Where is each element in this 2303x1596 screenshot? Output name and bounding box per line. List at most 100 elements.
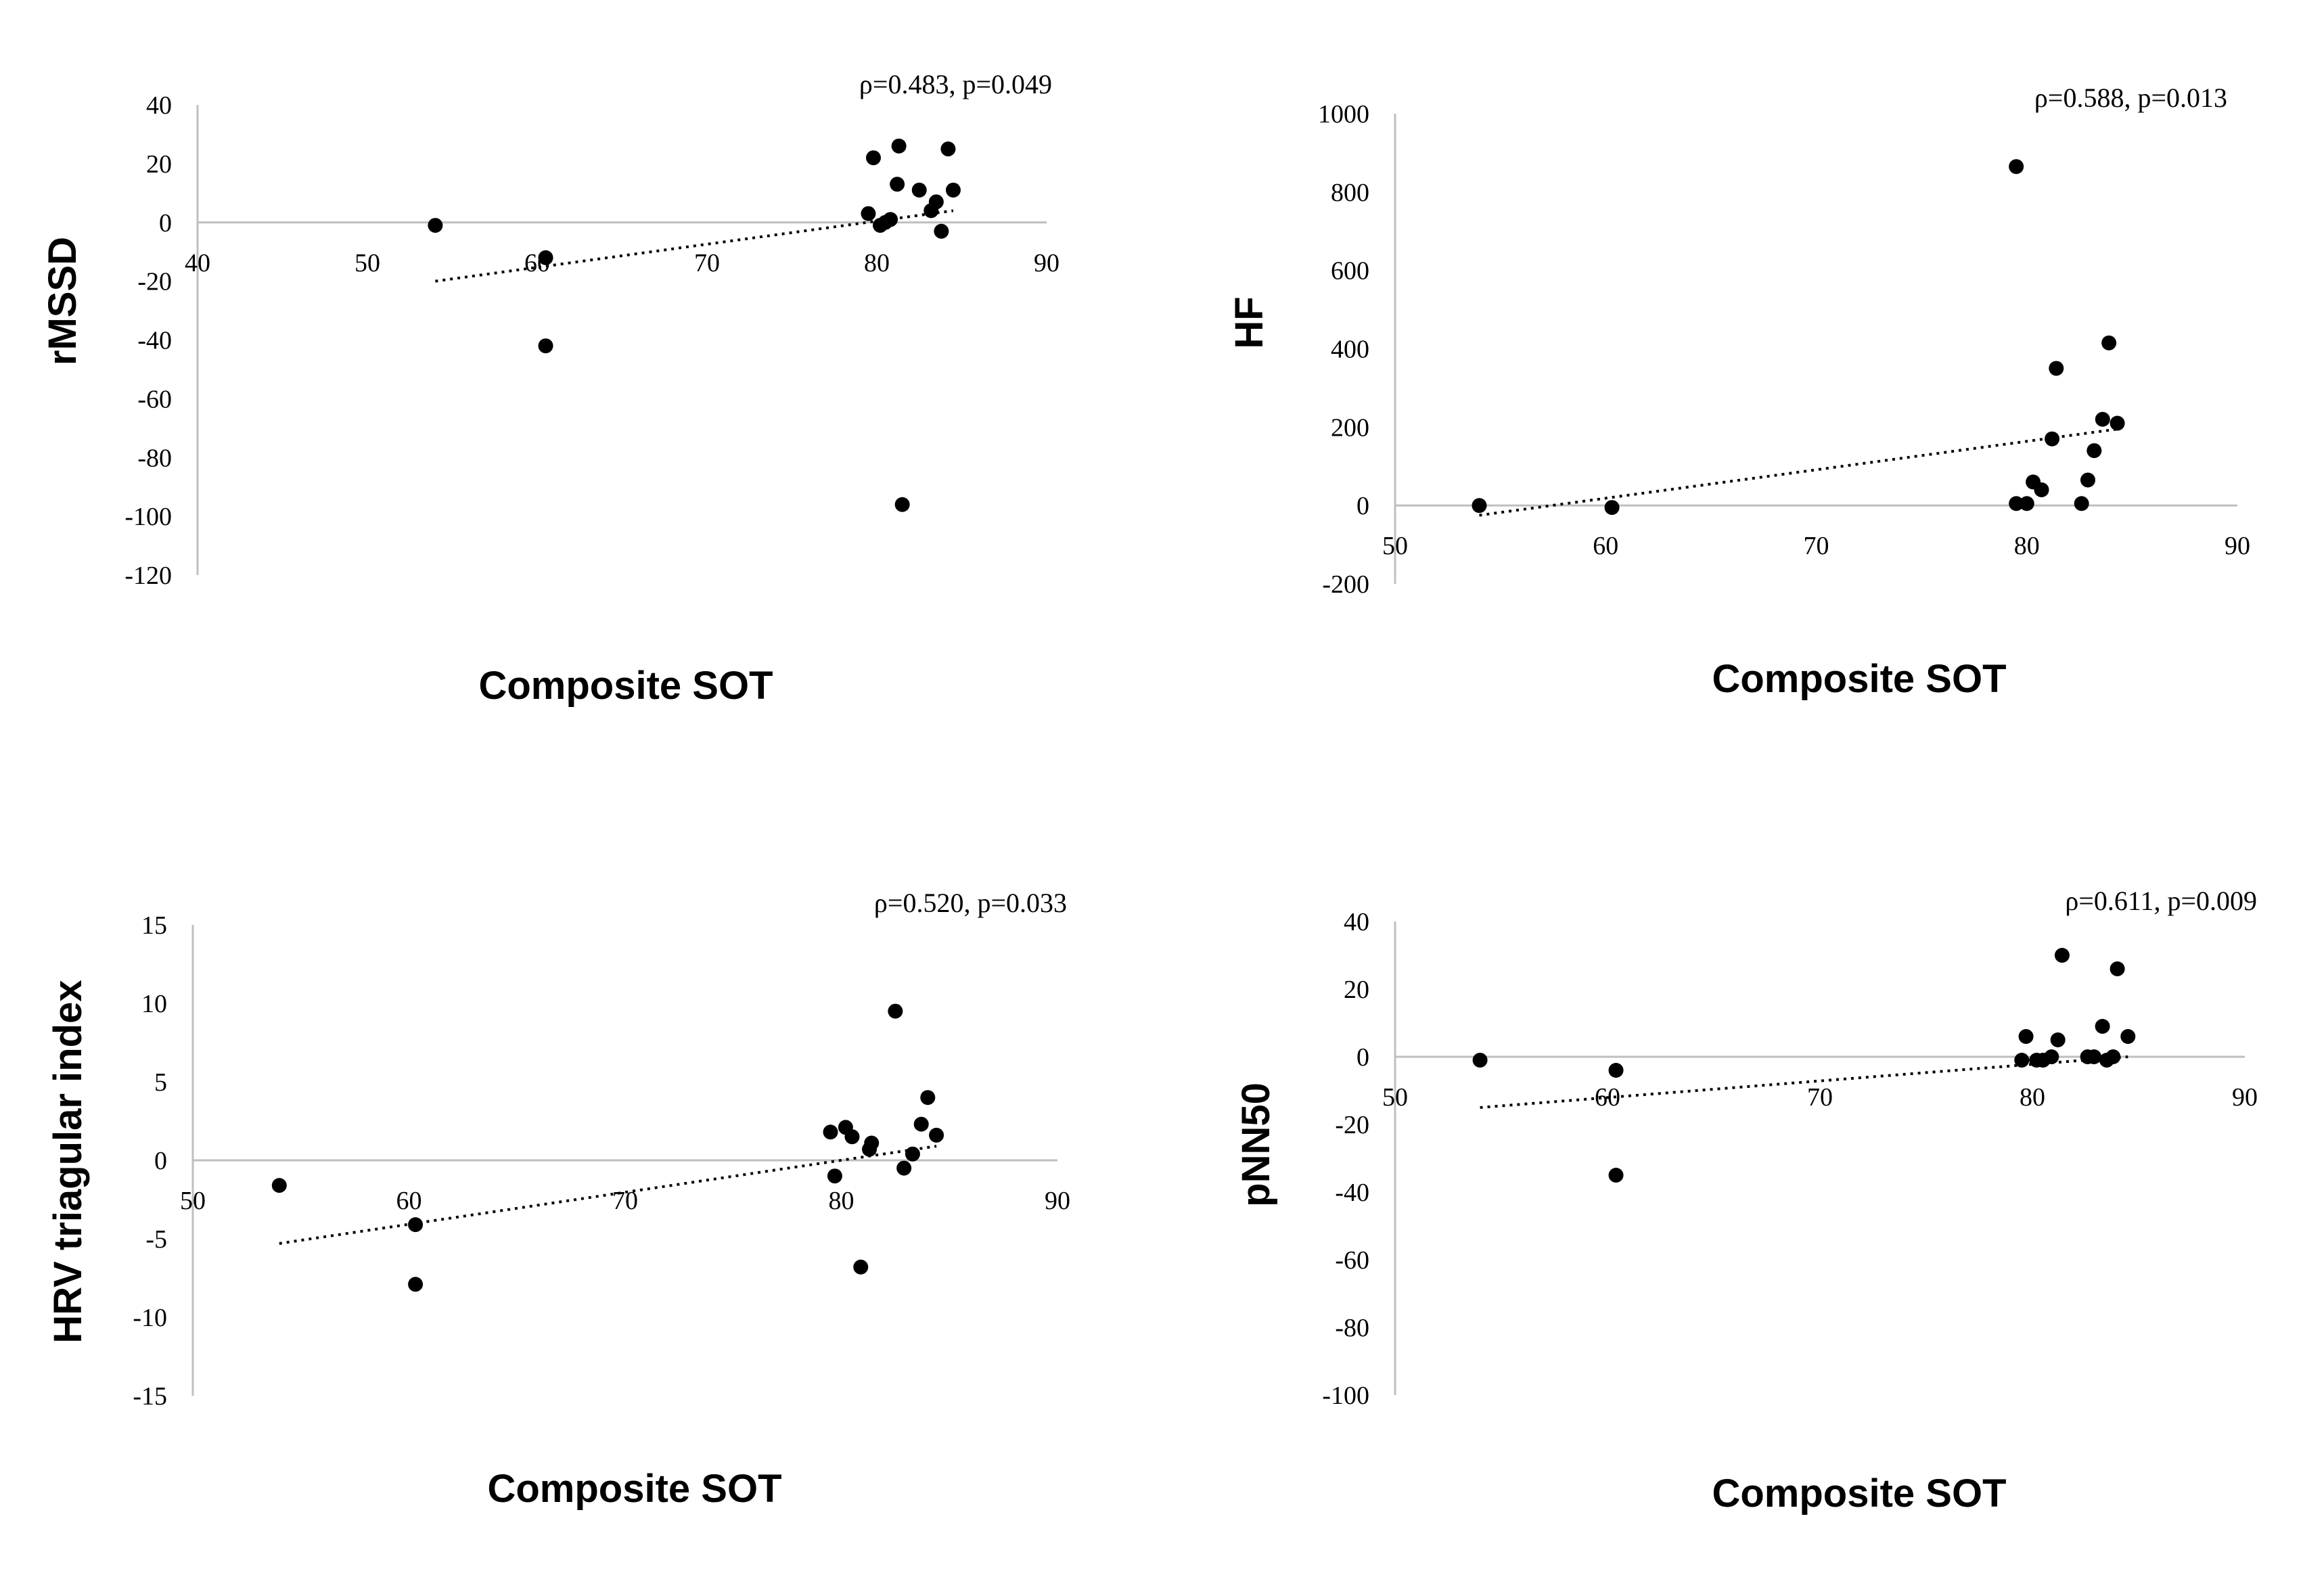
panel-rmssd-data-point (538, 250, 553, 265)
panel-pnn50-xtick-label: 70 (1807, 1083, 1833, 1112)
panel-rmssd-data-point (865, 150, 881, 166)
panel-hrv-data-point (920, 1090, 936, 1105)
panel-rmssd-xlabel: Composite SOT (478, 664, 773, 708)
panel-hf-data-point (2074, 496, 2089, 511)
panel-pnn50-ytick-label: 20 (1344, 976, 1369, 1004)
panel-pnn50-annotation: ρ=0.611, p=0.009 (2065, 886, 2257, 916)
panel-pnn50-data-point (2105, 1049, 2121, 1064)
panel-hf-ytick-label: 400 (1331, 336, 1369, 364)
panel-hrv-data-point (408, 1217, 424, 1233)
panel-pnn50-ylabel: pNN50 (1234, 1082, 1278, 1207)
panel-hf-xtick-label: 90 (2225, 532, 2250, 560)
panel-rmssd-data-point (940, 141, 956, 157)
panel-hrv-ylabel: HRV triagular index (46, 980, 90, 1343)
panel-pnn50-ytick-label: -80 (1335, 1314, 1369, 1342)
panel-hf-ytick-label: 0 (1356, 492, 1369, 520)
panel-hf-data-point (2101, 335, 2117, 350)
panel-rmssd-trendline (435, 209, 954, 283)
panel-hf-ytick-label: 800 (1331, 179, 1369, 207)
panel-hrv-xtick-label: 90 (1045, 1187, 1070, 1215)
panel-hrv-ytick-label: 0 (154, 1147, 167, 1175)
panel-pnn50-ytick-label: 40 (1344, 908, 1369, 936)
panel-hf-data-point (2080, 472, 2096, 488)
panel-rmssd-ytick-label: -40 (137, 327, 172, 355)
panel-rmssd-data-point (428, 218, 443, 233)
panel-hf-ytick-label: -200 (1322, 570, 1369, 599)
panel-rmssd-data-point (928, 194, 944, 210)
panel-hrv-ytick-label: 5 (154, 1068, 167, 1097)
panel-pnn50-xtick-label: 50 (1382, 1083, 1408, 1112)
panel-rmssd-xtick-label: 80 (864, 249, 890, 277)
panel-hf-ytick-label: 600 (1331, 257, 1369, 286)
panel-hrv-ytick-label: -15 (133, 1382, 167, 1411)
panel-pnn50-data-point (2044, 1049, 2059, 1064)
panel-pnn50-xtick-label: 90 (2232, 1083, 2258, 1112)
panel-hf-xtick-label: 80 (2014, 532, 2040, 560)
panel-hrv-data-point (853, 1259, 869, 1275)
panel-pnn50-ytick-label: -40 (1335, 1179, 1369, 1207)
panel-rmssd-xtick-label: 40 (185, 249, 210, 277)
panel-hrv-ytick-label: 15 (141, 911, 167, 940)
panel-rmssd-data-point (538, 338, 553, 354)
panel-rmssd-data-point (934, 223, 949, 239)
panel-hf-data-point (2009, 159, 2024, 175)
panel-rmssd-ytick-label: 40 (146, 91, 172, 120)
panel-pnn50-data-point (2050, 1032, 2066, 1047)
panel-hf-xtick-label: 50 (1382, 532, 1408, 560)
panel-hrv-annotation: ρ=0.520, p=0.033 (874, 888, 1067, 918)
panel-hrv-data-point (905, 1146, 920, 1162)
panel-rmssd-ytick-label: 0 (159, 209, 172, 237)
panel-pnn50-data-point (1608, 1168, 1624, 1183)
panel-hf-data-point (2049, 361, 2064, 376)
panel-hrv-ytick-label: -10 (133, 1304, 167, 1332)
panel-pnn50-xlabel: Composite SOT (1712, 1472, 2006, 1515)
panel-pnn50-data-point (2014, 1053, 2030, 1068)
panel-pnn50-data-point (1472, 1053, 1488, 1068)
panel-pnn50-data-point (2095, 1019, 2110, 1034)
panel-hrv-xtick-label: 60 (396, 1187, 422, 1215)
panel-hrv-data-point (823, 1124, 838, 1140)
panel-rmssd-xtick-label: 50 (355, 249, 380, 277)
panel-pnn50-data-point (2018, 1029, 2034, 1044)
panel-rmssd-data-point (890, 177, 905, 192)
panel-rmssd-data-point (945, 182, 961, 198)
panel-rmssd-ylabel: rMSSD (41, 237, 85, 365)
panel-hrv-data-point (913, 1116, 929, 1132)
panel-hrv-data-point (271, 1178, 287, 1193)
panel-rmssd-data-point (894, 497, 910, 512)
panel-rmssd-data-point (911, 182, 927, 198)
panel-hrv-data-point (896, 1160, 912, 1176)
panel-rmssd-xtick-label: 90 (1034, 249, 1059, 277)
panel-rmssd-ytick-label: -100 (124, 503, 172, 531)
panel-hf-trendline (1479, 428, 2118, 517)
panel-hrv-ytick-label: 10 (141, 990, 167, 1018)
panel-hf: ρ=0.588, p=0.013 HF Composite SOT 1000 80… (1227, 83, 2250, 701)
panel-pnn50-data-point (1608, 1063, 1624, 1078)
panel-hrv-triangular-index: ρ=0.520, p=0.033 HRV triagular index Com… (46, 888, 1070, 1511)
panel-rmssd-ytick-label: -60 (137, 385, 172, 413)
panel-rmssd: ρ=0.483, p=0.049 rMSSD Composite SOT 40 2… (41, 69, 1059, 708)
panel-pnn50-data-point (2110, 961, 2125, 976)
panel-rmssd-xtick-label: 70 (694, 249, 720, 277)
panel-pnn50: ρ=0.611, p=0.009 pNN50 Composite SOT 40 2… (1234, 886, 2258, 1515)
panel-hrv-data-point (844, 1129, 860, 1145)
panel-hf-ylabel: HF (1227, 296, 1271, 348)
panel-pnn50-ytick-label: 0 (1356, 1043, 1369, 1072)
panel-hrv-data-point (864, 1135, 880, 1151)
panel-hrv-data-point (408, 1277, 424, 1292)
panel-hf-data-point (2095, 411, 2110, 427)
panel-hrv-data-point (929, 1127, 944, 1143)
panel-hf-ytick-label: 200 (1331, 413, 1369, 442)
panel-pnn50-data-point (2120, 1029, 2136, 1044)
panel-rmssd-ytick-label: -120 (124, 562, 172, 590)
panel-pnn50-ytick-label: -100 (1322, 1382, 1369, 1410)
panel-hf-data-point (2045, 431, 2060, 447)
panel-hrv-data-point (827, 1168, 842, 1184)
panel-pnn50-data-point (2087, 1049, 2102, 1064)
panel-rmssd-ytick-label: -80 (137, 444, 172, 472)
panel-hrv-xtick-label: 80 (829, 1187, 854, 1215)
panel-pnn50-ytick-label: -60 (1335, 1246, 1369, 1275)
panel-hf-data-point (2009, 496, 2024, 511)
panel-hf-data-point (2034, 482, 2049, 497)
